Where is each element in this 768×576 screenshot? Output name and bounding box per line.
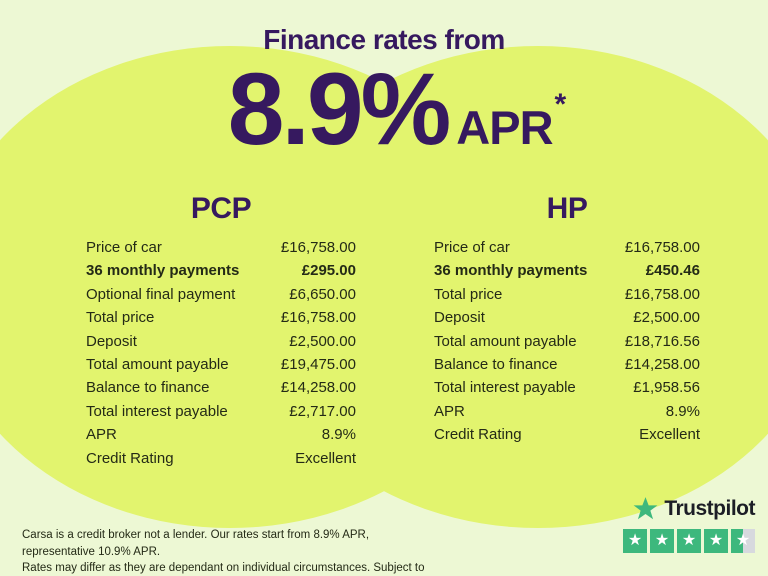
table-row: Total price £16,758.00: [434, 283, 700, 306]
pcp-table: PCP Price of car £16,758.00 36 monthly p…: [86, 192, 356, 470]
row-value: £295.00: [301, 262, 356, 280]
row-value: £14,258.00: [624, 356, 700, 374]
star-icon: ★: [708, 532, 724, 549]
table-row: Total interest payable £1,958.56: [434, 376, 700, 399]
table-row: Price of car £16,758.00: [86, 236, 356, 259]
table-row: APR 8.9%: [434, 400, 700, 423]
rate-asterisk: *: [554, 88, 567, 121]
rate-unit: APR: [456, 101, 553, 154]
trustpilot-logo: Trustpilot: [603, 496, 755, 522]
hp-table-title: HP: [546, 192, 588, 225]
row-value: Excellent: [295, 449, 356, 467]
disclaimer-line-1: Carsa is a credit broker not a lender. O…: [22, 529, 370, 558]
disclaimer-line-2: Rates may differ as they are dependant o…: [22, 562, 425, 574]
rating-star-box: ★: [650, 529, 674, 553]
table-row: 36 monthly payments £295.00: [86, 259, 356, 282]
row-label: Total amount payable: [86, 356, 229, 374]
table-row: Total amount payable £18,716.56: [434, 330, 700, 353]
trustpilot-widget: Trustpilot ★ ★ ★ ★: [603, 496, 755, 553]
row-label: 36 monthly payments: [86, 262, 240, 280]
row-label: Balance to finance: [86, 379, 210, 397]
table-row: Total amount payable £19,475.00: [86, 353, 356, 376]
row-value: £1,958.56: [633, 379, 700, 397]
row-value: Excellent: [639, 426, 700, 444]
table-row: Credit Rating Excellent: [434, 423, 700, 446]
row-value: £14,258.00: [280, 379, 356, 397]
table-row: Price of car £16,758.00: [434, 236, 700, 259]
row-value: £2,500.00: [633, 309, 700, 327]
legal-disclaimer: Carsa is a credit broker not a lender. O…: [22, 527, 432, 576]
table-row: Optional final payment £6,650.00: [86, 283, 356, 306]
table-row: Balance to finance £14,258.00: [434, 353, 700, 376]
star-icon: ★: [654, 532, 670, 549]
row-label: Total price: [434, 285, 503, 303]
row-label: APR: [86, 426, 117, 444]
row-value: £16,758.00: [280, 309, 356, 327]
row-label: Total interest payable: [86, 402, 228, 420]
rating-star-box: ★: [623, 529, 647, 553]
row-value: £16,758.00: [624, 285, 700, 303]
trustpilot-star-icon: [633, 497, 658, 520]
row-label: APR: [434, 402, 465, 420]
row-label: Price of car: [434, 239, 510, 256]
row-label: Price of car: [86, 239, 162, 256]
trustpilot-rating-stars: ★ ★ ★ ★ ★: [603, 529, 755, 553]
row-label: Balance to finance: [434, 356, 558, 374]
row-value: £16,758.00: [624, 239, 700, 256]
row-label: Optional final payment: [86, 285, 236, 303]
table-row: Credit Rating Excellent: [86, 447, 356, 470]
table-row: Total price £16,758.00: [86, 306, 356, 329]
row-value: £19,475.00: [280, 356, 356, 374]
hp-table: HP Price of car £16,758.00 36 monthly pa…: [434, 192, 700, 447]
rating-star-box: ★: [704, 529, 728, 553]
row-label: Total interest payable: [434, 379, 576, 397]
row-value: 8.9%: [321, 426, 356, 444]
row-value: £2,500.00: [289, 332, 356, 350]
headline-rate: 8.9% APR *: [0, 52, 768, 166]
table-row: Deposit £2,500.00: [434, 306, 700, 329]
row-value: 8.9%: [665, 402, 700, 420]
row-label: 36 monthly payments: [434, 262, 588, 280]
row-label: Credit Rating: [434, 426, 522, 444]
rate-value: 8.9%: [227, 52, 451, 166]
rating-star-box: ★: [677, 529, 701, 553]
background-circle-right: [248, 46, 768, 528]
row-value: £450.46: [645, 262, 700, 280]
star-icon: ★: [627, 532, 643, 549]
row-value: £16,758.00: [280, 239, 356, 256]
star-icon: ★: [681, 532, 697, 549]
row-label: Total price: [86, 309, 155, 327]
banner-title: Finance rates from: [263, 24, 505, 55]
star-icon: ★: [735, 532, 751, 549]
rating-star-box: ★: [731, 529, 755, 553]
table-row: Balance to finance £14,258.00: [86, 376, 356, 399]
row-value: £18,716.56: [624, 332, 700, 350]
row-value: £6,650.00: [289, 285, 356, 303]
row-label: Deposit: [86, 332, 137, 350]
table-row: 36 monthly payments £450.46: [434, 259, 700, 282]
row-label: Deposit: [434, 309, 485, 327]
row-value: £2,717.00: [289, 402, 356, 420]
hp-rows: Price of car £16,758.00 36 monthly payme…: [434, 236, 700, 447]
row-label: Total amount payable: [434, 332, 577, 350]
pcp-table-title: PCP: [190, 192, 252, 225]
pcp-rows: Price of car £16,758.00 36 monthly payme…: [86, 236, 356, 470]
table-row: APR 8.9%: [86, 423, 356, 446]
table-row: Total interest payable £2,717.00: [86, 400, 356, 423]
row-label: Credit Rating: [86, 449, 174, 467]
trustpilot-brand-text: Trustpilot: [664, 497, 755, 520]
table-row: Deposit £2,500.00: [86, 330, 356, 353]
